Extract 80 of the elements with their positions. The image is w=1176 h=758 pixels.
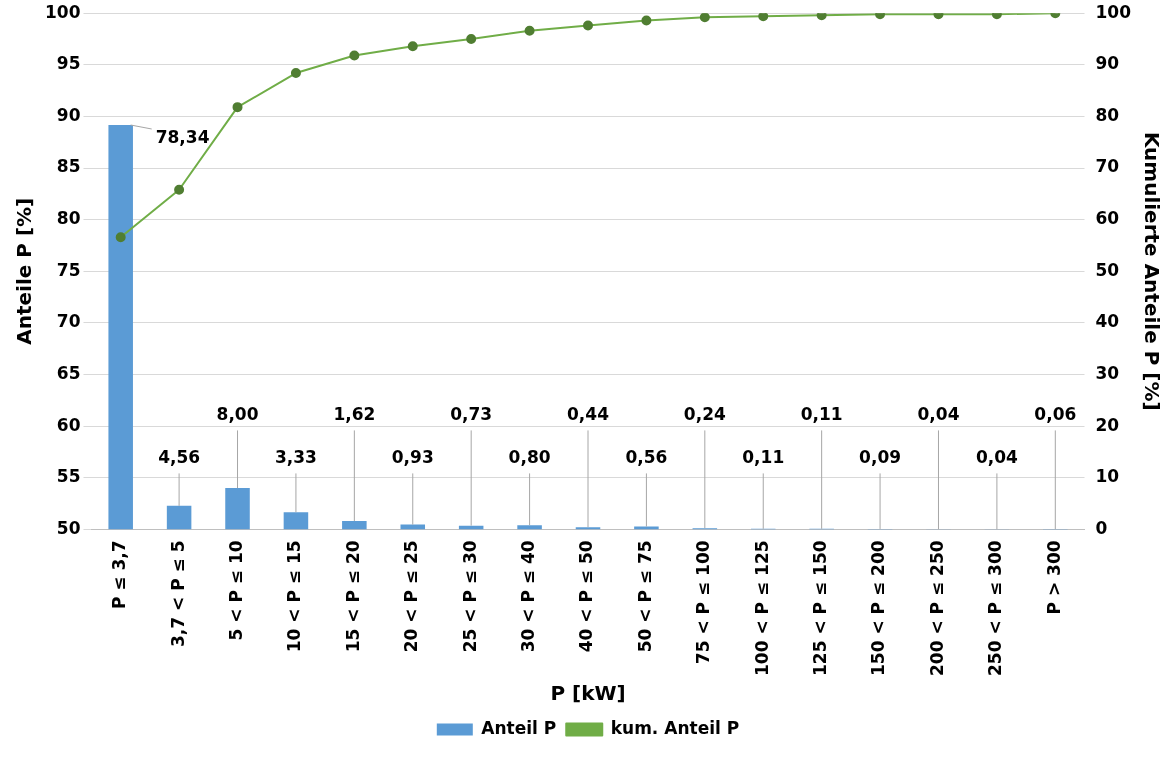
- data-label: 0,93: [391, 447, 434, 468]
- y-tick-label: 95: [56, 53, 81, 74]
- x-tick-label: 75 < P ≤ 100: [693, 540, 714, 665]
- y-tick-label: 70: [56, 311, 81, 332]
- point: [524, 25, 535, 36]
- x-tick-label: 250 < P ≤ 300: [985, 540, 1006, 676]
- x-tick-label: 20 < P ≤ 25: [401, 540, 422, 653]
- bar: [225, 488, 250, 530]
- y-tick-label: 75: [56, 259, 81, 280]
- bar: [517, 525, 542, 530]
- x-tick-label: 40 < P ≤ 50: [576, 540, 597, 653]
- point: [758, 13, 769, 22]
- x-tick-label: P ≤ 3,7: [109, 540, 130, 610]
- y2-axis-title: Kumulierte Anteile P [%]: [1139, 131, 1164, 411]
- x-tick-label: 10 < P ≤ 15: [284, 540, 305, 653]
- point: [407, 41, 418, 52]
- data-label: 0,09: [859, 447, 902, 468]
- x-tick-label: 100 < P ≤ 125: [751, 540, 772, 676]
- x-tick-label: 15 < P ≤ 20: [342, 540, 363, 653]
- point: [699, 13, 710, 23]
- bar: [166, 505, 192, 530]
- y2-tick-label: 90: [1095, 53, 1120, 74]
- x-tick-label: 150 < P ≤ 200: [868, 540, 889, 676]
- y2-tick-label: 0: [1095, 517, 1108, 538]
- data-label: 0,11: [742, 447, 785, 468]
- y-tick-label: 100: [44, 1, 81, 22]
- y-axis-title: Anteile P [%]: [12, 197, 37, 345]
- point: [641, 15, 652, 26]
- y2-tick-label: 20: [1095, 414, 1120, 435]
- y2-tick-label: 30: [1095, 362, 1120, 383]
- point: [174, 184, 185, 195]
- x-tick-label: 30 < P ≤ 40: [518, 540, 539, 653]
- y2-tick-label: 50: [1095, 259, 1120, 280]
- data-label: 0,73: [450, 404, 493, 425]
- bar: [283, 512, 309, 530]
- data-label: 0,44: [567, 404, 610, 425]
- y-tick-label: 85: [56, 156, 81, 177]
- y2-tick-label: 100: [1095, 1, 1132, 22]
- x-tick-label: 5 < P ≤ 10: [225, 540, 246, 641]
- x-tick-label: 125 < P ≤ 150: [810, 540, 831, 676]
- point: [583, 20, 593, 31]
- data-label: 0,11: [800, 404, 843, 425]
- y2-tick-label: 80: [1095, 104, 1120, 125]
- y2-tick-label: 70: [1095, 156, 1120, 177]
- data-label: 8,00: [216, 404, 259, 425]
- data-label: 0,06: [1034, 404, 1077, 425]
- point: [816, 13, 827, 21]
- x-tick-label: 200 < P ≤ 250: [926, 540, 947, 676]
- y2-tick-label: 10: [1095, 466, 1120, 487]
- point: [466, 34, 477, 45]
- data-label: 78,34: [155, 127, 210, 148]
- legend-label: Anteil P: [481, 717, 557, 738]
- x-tick-label: 3,7 < P ≤ 5: [167, 540, 188, 647]
- data-label: 0,56: [625, 447, 668, 468]
- y-tick-label: 65: [56, 362, 81, 383]
- x-tick-label: 50 < P ≤ 75: [634, 540, 655, 653]
- data-label: 0,04: [917, 404, 960, 425]
- x-tick-label: 25 < P ≤ 30: [459, 540, 480, 653]
- data-label: 1,62: [333, 404, 376, 425]
- data-label: 0,80: [508, 447, 551, 468]
- y2-tick-label: 40: [1095, 311, 1120, 332]
- y-tick-label: 50: [56, 517, 81, 538]
- bar: [342, 521, 367, 530]
- legend-label: kum. Anteil P: [610, 717, 740, 738]
- y-tick-label: 80: [56, 208, 81, 229]
- y-tick-label: 90: [56, 104, 81, 125]
- point: [232, 102, 243, 113]
- data-label: 4,56: [158, 447, 201, 468]
- data-label: 0,24: [683, 404, 726, 425]
- data-label: 0,04: [975, 447, 1019, 468]
- point: [115, 232, 126, 243]
- y-tick-label: 60: [56, 414, 81, 435]
- x-axis-title: P [kW]: [550, 681, 626, 706]
- y2-tick-label: 60: [1095, 208, 1120, 229]
- y-tick-label: 55: [56, 466, 81, 487]
- x-tick-label: P > 300: [1043, 540, 1064, 615]
- point: [290, 68, 301, 79]
- data-label: 3,33: [274, 447, 317, 468]
- point: [349, 50, 360, 61]
- bar: [108, 125, 133, 530]
